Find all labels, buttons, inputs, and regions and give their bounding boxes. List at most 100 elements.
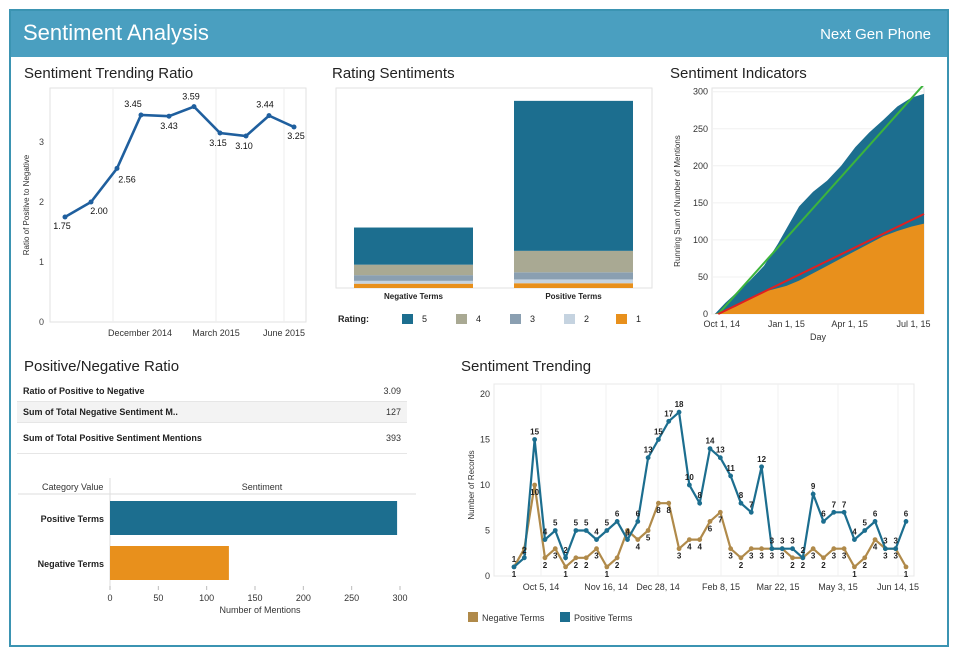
y-tick-label: 0 <box>39 317 44 327</box>
y-tick-label: 3 <box>39 137 44 147</box>
positive-data-label: 6 <box>873 509 878 518</box>
legend-label: Positive Terms <box>574 613 633 623</box>
negative-point <box>666 500 672 506</box>
stacked-bar-segment <box>514 100 633 251</box>
negative-point <box>542 555 548 561</box>
category-label: Positive Terms <box>41 514 104 524</box>
negative-data-label: 3 <box>770 552 775 561</box>
category-label: Negative Terms <box>38 559 104 569</box>
negative-point <box>635 537 641 542</box>
positive-data-label: 5 <box>584 519 589 528</box>
x-tick-label: 300 <box>392 593 407 603</box>
positive-data-label: 6 <box>615 509 620 518</box>
positive-data-label: 6 <box>636 509 641 518</box>
positive-data-label: 4 <box>543 528 548 537</box>
positive-data-label: 14 <box>706 437 715 446</box>
positive-point <box>604 528 610 533</box>
y-tick-label: 20 <box>480 389 490 399</box>
negative-data-label: 2 <box>790 561 795 570</box>
legend-swatch <box>456 314 467 324</box>
y-axis-label: Number of Records <box>467 450 476 519</box>
positive-data-label: 3 <box>780 537 785 546</box>
negative-point <box>728 546 734 552</box>
y-tick-label: 10 <box>480 480 490 490</box>
trend-line <box>717 86 924 315</box>
negative-data-label: 4 <box>873 543 878 552</box>
ratio-data-label: 3.15 <box>209 138 227 148</box>
positive-data-label: 2 <box>522 546 527 555</box>
x-tick-label: Mar 22, 15 <box>756 582 799 592</box>
negative-point <box>872 537 878 542</box>
y-axis-label: Ratio of Positive to Negative <box>22 154 31 255</box>
rating-sentiments-title: Rating Sentiments <box>332 65 455 82</box>
negative-point <box>676 546 682 552</box>
ratio-data-label: 3.10 <box>235 141 253 151</box>
negative-data-label: 1 <box>852 570 857 579</box>
negative-point <box>645 528 651 533</box>
positive-point <box>728 473 734 479</box>
positive-point <box>759 464 764 470</box>
negative-data-label: 3 <box>883 552 888 561</box>
x-tick-label: March 2015 <box>192 328 240 338</box>
positive-data-label: 18 <box>675 400 684 409</box>
negative-point <box>583 555 589 561</box>
legend-label: 3 <box>530 314 535 324</box>
positive-point <box>893 546 899 552</box>
table-value: 3.09 <box>354 381 407 402</box>
negative-point <box>717 509 723 515</box>
positive-data-label: 2 <box>563 546 568 555</box>
stacked-bar-segment <box>514 283 633 288</box>
negative-point <box>532 482 538 488</box>
y-tick-label: 2 <box>39 197 44 207</box>
negative-data-label: 4 <box>697 543 702 552</box>
ratio-point <box>291 124 297 130</box>
positive-point <box>542 537 548 542</box>
positive-point <box>800 555 806 561</box>
y-tick-label: 15 <box>480 435 490 445</box>
negative-data-label: 1 <box>605 570 610 579</box>
positive-point <box>614 519 620 524</box>
x-tick-label: Jun 14, 15 <box>877 582 919 592</box>
ratio-point <box>166 113 172 119</box>
negative-point <box>831 546 837 552</box>
negative-data-label: 4 <box>687 543 692 552</box>
positive-point <box>810 491 816 497</box>
positive-point <box>738 500 744 506</box>
negative-data-label: 3 <box>594 552 599 561</box>
negative-point <box>614 555 620 561</box>
table-value: 393 <box>354 422 407 454</box>
positive-data-label: 13 <box>716 446 725 455</box>
negative-data-label: 8 <box>667 506 672 515</box>
stacked-bar-segment <box>514 279 633 284</box>
positive-data-label: 3 <box>883 537 888 546</box>
horizontal-bar <box>110 546 229 580</box>
x-tick-label: Jul 1, 15 <box>896 319 930 329</box>
positive-point <box>717 455 723 461</box>
negative-point <box>573 555 579 561</box>
ratio-data-label: 1.75 <box>53 221 71 231</box>
negative-point <box>862 555 868 561</box>
positive-point <box>521 555 527 561</box>
dashboard-header: Sentiment Analysis Next Gen Phone <box>11 11 947 57</box>
ratio-point <box>62 214 68 220</box>
negative-point <box>852 564 857 570</box>
positive-data-label: 3 <box>893 537 898 546</box>
trending-ratio-chart: 0 1 2 3 December 2014 March 2015 June 2015 Rati… <box>22 87 307 338</box>
trending-ratio-title: Sentiment Trending Ratio <box>24 65 194 82</box>
ratio-data-label: 3.25 <box>287 131 305 141</box>
negative-point <box>841 546 847 552</box>
positive-point <box>532 437 538 442</box>
negative-data-label: 3 <box>749 552 754 561</box>
positive-data-label: 6 <box>821 509 826 518</box>
positive-point <box>686 482 692 488</box>
legend-label: 4 <box>476 314 481 324</box>
negative-data-label: 3 <box>811 552 816 561</box>
table-row: Sum of Total Negative Sentiment M.. 127 <box>17 401 407 423</box>
negative-point <box>604 564 610 570</box>
positive-point <box>635 519 641 524</box>
negative-point <box>738 555 744 561</box>
positive-data-label: 8 <box>739 491 744 500</box>
positive-data-label: 5 <box>574 519 579 528</box>
stacked-bar-segment <box>354 283 473 288</box>
negative-data-label: 4 <box>636 543 641 552</box>
